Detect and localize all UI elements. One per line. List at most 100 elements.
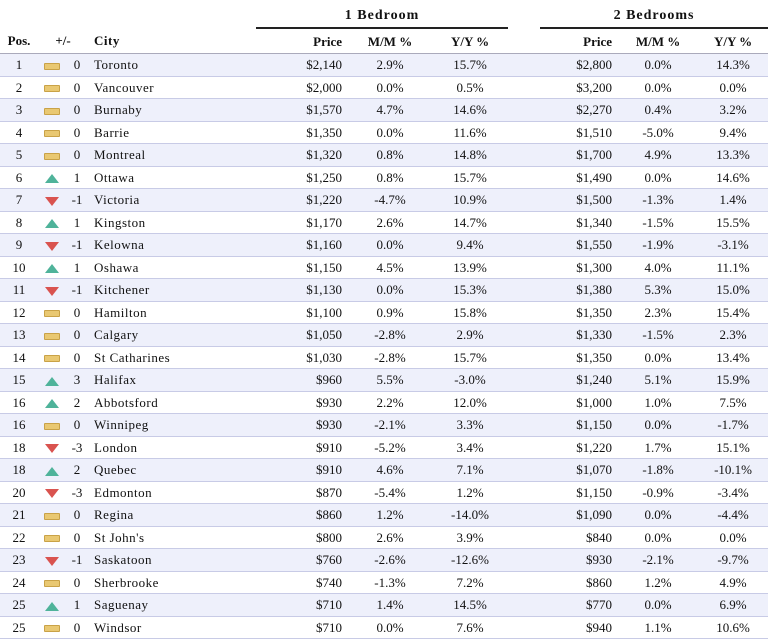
mm-1br-cell: 2.2% (376, 394, 404, 410)
price-2br-cell: $2,270 (540, 98, 619, 121)
price-2br-cell: $1,000 (576, 394, 613, 410)
trend-cell (38, 301, 66, 324)
city-cell: Winnipeg (88, 413, 256, 436)
trend-cell (38, 188, 66, 211)
table-row: 7 -1 Victoria $1,220 -4.7% 10.9% $1,500 -1.3% 1.… (0, 188, 768, 211)
mm-1br-cell: 4.5% (376, 259, 404, 275)
price-2br-cell: $1,510 (576, 124, 613, 140)
city-cell: Oshawa (94, 259, 139, 275)
yy-2br-cell: 4.9% (719, 574, 747, 590)
yy-2br-cell: 13.4% (716, 349, 750, 365)
price-1br-cell: $1,030 (306, 349, 342, 365)
rank-cell: 16 (0, 413, 38, 436)
change-cell: -1 (66, 233, 88, 256)
mm-1br-cell: -2.8% (374, 349, 406, 365)
mm-1br-cell: 0.0% (348, 233, 432, 256)
yy-1br-cell: 10.9% (432, 188, 509, 211)
table-row: 6 1 Ottawa $1,250 0.8% 15.7% $1,490 0.0% 14.6% (0, 166, 768, 189)
price-1br-cell: $2,140 (256, 53, 348, 76)
price-2br-cell: $1,150 (540, 413, 619, 436)
no-change-bar-icon (44, 62, 60, 70)
mm-2br-cell: -1.5% (618, 323, 699, 346)
no-change-bar-icon (44, 580, 60, 588)
price-1br-cell: $910 (256, 458, 348, 481)
city-cell: Regina (88, 503, 256, 526)
mm-2br-cell: 1.1% (644, 619, 672, 635)
yy-2br-cell: 1.4% (698, 188, 768, 211)
trend-cell (38, 548, 66, 571)
change-cell: 0 (73, 124, 81, 140)
price-2br-cell: $860 (586, 574, 613, 590)
rank-cell: 18 (12, 439, 26, 455)
trend-cell (38, 571, 66, 594)
rank-cell: 15 (0, 368, 38, 391)
yy-2br-cell: 6.9% (698, 593, 768, 616)
mm-1br-cell: -4.7% (348, 188, 432, 211)
price-1br-cell: $1,320 (256, 143, 348, 166)
price-2br-cell: $1,380 (540, 278, 619, 301)
price-2br-cell: $2,800 (540, 53, 619, 76)
price-2br-cell: $840 (586, 529, 613, 545)
price-2br-cell: $1,700 (540, 143, 619, 166)
rank-cell: 12 (12, 304, 26, 320)
city-cell: Barrie (94, 124, 130, 140)
change-cell: 1 (73, 214, 81, 230)
city-cell: Calgary (88, 323, 256, 346)
rank-cell: 25 (0, 593, 38, 616)
mm-1br-cell: -5.2% (374, 439, 406, 455)
mm-2br-cell: 5.3% (618, 278, 699, 301)
yy-2br-header: Y/Y % (698, 28, 768, 54)
trend-cell (38, 323, 66, 346)
price-1br-cell: $1,100 (306, 304, 342, 320)
mm-2br-cell: 0.4% (618, 98, 699, 121)
change-cell: -3 (71, 484, 83, 500)
rank-cell: 3 (0, 98, 38, 121)
mm-1br-cell: 0.8% (348, 143, 432, 166)
price-1br-cell: $860 (256, 503, 348, 526)
city-cell: Montreal (88, 143, 256, 166)
trend-cell (38, 593, 66, 616)
down-arrow-icon (45, 489, 59, 499)
yy-1br-cell: 14.6% (432, 98, 509, 121)
column-header-row: Pos. +/- City Price M/M % Y/Y % Price M/… (0, 28, 768, 54)
down-arrow-icon (45, 196, 59, 206)
no-change-bar-icon (44, 107, 60, 115)
rank-cell: 20 (12, 484, 26, 500)
price-1br-cell: $1,350 (306, 124, 342, 140)
price-2br-cell: $1,500 (540, 188, 619, 211)
trend-cell (38, 76, 66, 99)
trend-cell (38, 413, 66, 436)
yy-1br-cell: 14.7% (453, 214, 487, 230)
table-row: 1 0 Toronto $2,140 2.9% 15.7% $2,800 0.0% 14.3% (0, 53, 768, 76)
yy-1br-cell: 15.7% (453, 349, 487, 365)
change-cell: -1 (66, 278, 88, 301)
table-row: 8 1 Kingston $1,170 2.6% 14.7% $1,340 -1.5% 15.5… (0, 211, 768, 234)
yy-2br-cell: 15.5% (716, 214, 750, 230)
mm-1br-header: M/M % (348, 28, 432, 54)
city-cell: Abbotsford (94, 394, 159, 410)
change-cell: 1 (73, 169, 81, 185)
yy-1br-cell: 12.0% (453, 394, 487, 410)
yy-2br-cell: 10.6% (716, 619, 750, 635)
yy-2br-cell: 9.4% (719, 124, 747, 140)
change-cell: 0 (66, 143, 88, 166)
no-change-bar-icon (44, 625, 60, 633)
city-cell: Halifax (88, 368, 256, 391)
table-row: 3 0 Burnaby $1,570 4.7% 14.6% $2,270 0.4% 3.2% (0, 98, 768, 121)
group-header-row: 1 Bedroom 2 Bedrooms (0, 0, 768, 29)
mm-1br-cell: 2.9% (348, 53, 432, 76)
price-1br-cell: $930 (316, 394, 342, 410)
mm-1br-cell: 2.6% (376, 529, 404, 545)
table-row: 25 1 Saguenay $710 1.4% 14.5% $770 0.0% 6.9% (0, 593, 768, 616)
trend-cell (38, 368, 66, 391)
no-change-bar-icon (44, 535, 60, 543)
change-cell: 0 (66, 323, 88, 346)
price-2br-cell: $770 (540, 593, 619, 616)
trend-cell (38, 526, 66, 549)
no-change-bar-icon (44, 85, 60, 93)
yy-1br-cell: -14.0% (432, 503, 509, 526)
change-cell: 0 (73, 574, 81, 590)
up-arrow-icon (45, 219, 59, 229)
price-2br-cell: $1,240 (540, 368, 619, 391)
table-row: 21 0 Regina $860 1.2% -14.0% $1,090 0.0% -4.4% (0, 503, 768, 526)
